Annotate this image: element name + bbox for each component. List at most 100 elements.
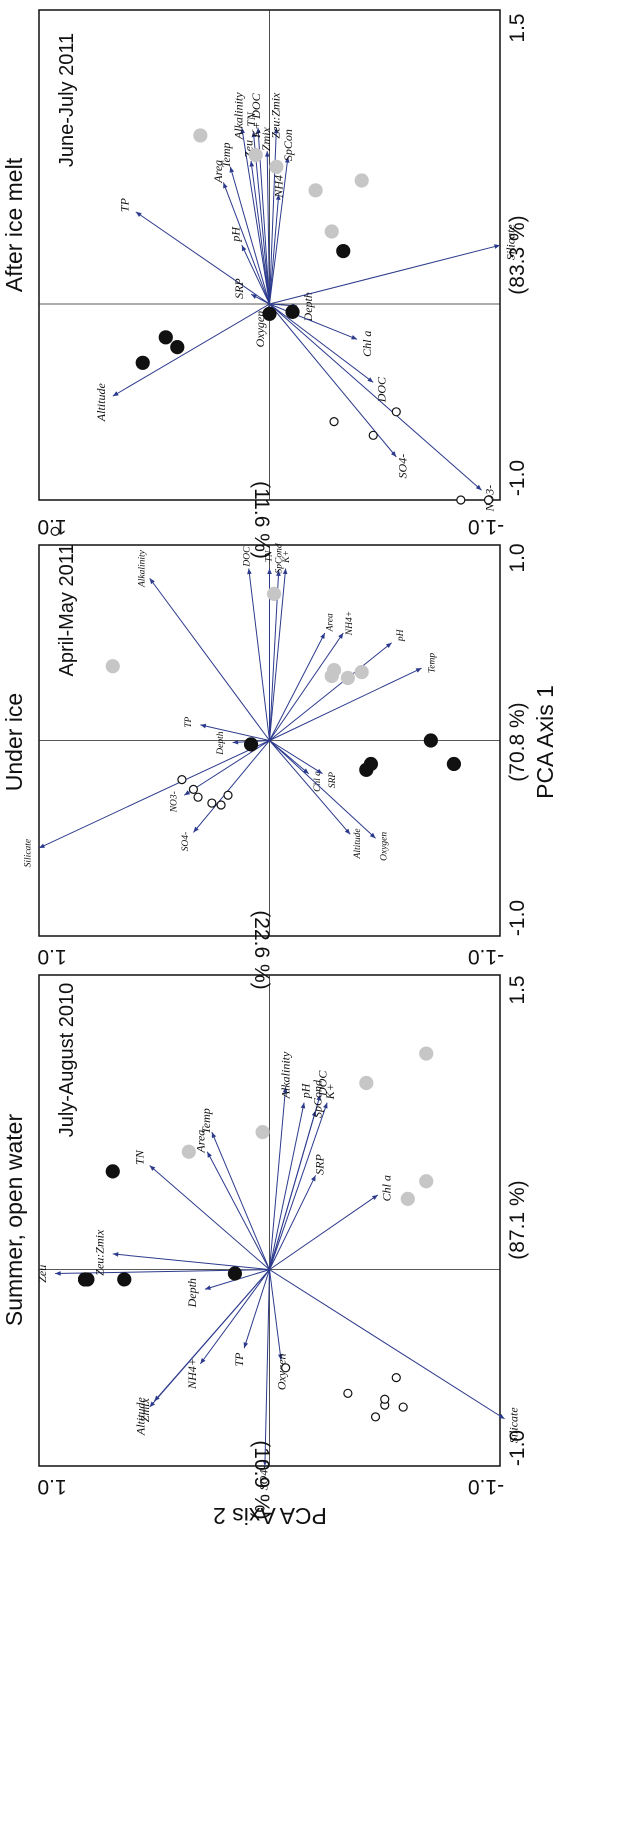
- vector-zmix: Zmix: [259, 126, 273, 305]
- vector-temp: Temp: [199, 1108, 270, 1270]
- vector-k-: K+: [269, 550, 292, 741]
- site-point-open: [343, 1388, 353, 1398]
- xtick-after-ice-max: 1.5: [506, 13, 529, 42]
- vector-tp: TP: [184, 716, 270, 741]
- site-point-black: [359, 762, 374, 777]
- vector-silicate: Silicate: [269, 224, 517, 305]
- vector-altitude: Altitude: [94, 303, 270, 423]
- vector-alkalinity: Alkalinity: [269, 1051, 292, 1270]
- vector-spcon: SpCon: [269, 129, 295, 305]
- site-point-black: [117, 1272, 132, 1287]
- site-point-grey: [340, 670, 355, 686]
- vector-altitude: Altitude: [134, 1269, 270, 1436]
- plot-area-under-ice: Alkalinity DOC TN K+SpCond Area NH4+ pH Temp TP D…: [23, 543, 500, 936]
- vector-area: Area: [269, 613, 335, 741]
- site-point-black: [423, 733, 438, 748]
- site-point-black: [135, 355, 150, 370]
- vector-label: NH4+: [345, 611, 355, 636]
- xtick-summer-max: 1.5: [506, 975, 529, 1004]
- vector-srp: SRP: [232, 278, 270, 305]
- vector-label: Chl a: [379, 1175, 393, 1201]
- vector-label: Altitude: [134, 1396, 148, 1436]
- site-point-grey: [267, 586, 282, 601]
- vector-label: NH4+: [185, 1358, 199, 1390]
- site-point-open: [380, 1394, 390, 1404]
- site-point-open: [329, 417, 339, 427]
- vector-chl-a: Chl a: [269, 1175, 393, 1271]
- axis1-variance-labels: (83.3 %) (70.8 %) (87.1 %): [506, 215, 529, 1259]
- vector-tp: TP: [232, 1269, 270, 1367]
- vector-temp: Temp: [219, 142, 270, 305]
- site-point-black: [158, 330, 173, 345]
- vector-chl-a: Chl a: [269, 303, 374, 357]
- ylabel-summer: (10.9 %): [250, 1440, 273, 1519]
- vector-label: pH: [298, 1082, 312, 1099]
- vector-label: Area: [325, 613, 335, 632]
- vector-depth: Depth: [185, 1269, 270, 1308]
- vector-ph: pH: [269, 1082, 312, 1270]
- vector-label: DOC: [243, 546, 253, 568]
- vector-label: DOC: [315, 1070, 329, 1097]
- vector-oxygen: Oxygen: [269, 740, 390, 861]
- vector-so4-: SO4-: [256, 1269, 270, 1491]
- vector-label: SRP: [328, 772, 338, 789]
- xtick-under-ice-min: -1.0: [506, 900, 529, 936]
- site-point-grey: [193, 128, 208, 143]
- site-point-black: [105, 1164, 120, 1179]
- vector-silicate: Silicate: [269, 1269, 520, 1443]
- xlabel-summer: (87.1 %): [506, 1180, 529, 1259]
- vector-silicate: Silicate: [23, 740, 270, 867]
- xtick-under-ice-max: 1.0: [506, 543, 529, 572]
- vector-label: Depth: [301, 292, 315, 322]
- vector-label: TN: [132, 1149, 146, 1165]
- x-tick-labels: -1.0 1.5 -1.0 1.0 -1.0 1.5: [506, 13, 529, 1466]
- ylabel-after-ice: (11.6 %): [250, 481, 273, 559]
- ylabel-under-ice: (22.6 %): [250, 910, 273, 989]
- site-point-grey: [359, 1075, 374, 1091]
- vector-label: Zeu: [35, 1265, 49, 1283]
- period-labels: June-July 2011 April-May 2011 July-Augus…: [56, 33, 78, 1137]
- panel-title-summer: Summer, open water: [1, 1114, 27, 1327]
- vector-label: Area: [193, 1130, 207, 1154]
- vector-label: Oxygen: [380, 832, 390, 861]
- vector-label: SO4-: [181, 832, 191, 852]
- vector-zmix: Zmix: [138, 1269, 270, 1423]
- site-point-open: [398, 1402, 408, 1412]
- site-point-open: [281, 1363, 291, 1373]
- vector-alkalinity: Alkalinity: [232, 92, 270, 305]
- site-point-open: [391, 1373, 401, 1383]
- site-point-grey: [419, 1046, 434, 1061]
- vector-label: Zeu:Zmix: [93, 1229, 107, 1276]
- site-point-black: [336, 243, 351, 259]
- y-axis-title-main: PCA Axis 2: [213, 1503, 327, 1529]
- site-point-grey: [324, 668, 339, 684]
- vector-label: Altitude: [94, 383, 108, 423]
- site-point-black: [243, 737, 259, 752]
- vector-label: Depth: [216, 731, 226, 755]
- vector-label: SpCon: [281, 129, 295, 161]
- site-point-grey: [400, 1191, 415, 1206]
- vector-label: SpCond: [311, 1079, 325, 1118]
- vector-spcond: SpCond: [269, 543, 285, 741]
- vector-nh4-: NH4+: [269, 611, 355, 741]
- site-point-grey: [181, 1144, 196, 1159]
- vector-so4-: SO4-: [269, 303, 410, 478]
- panel-titles: After ice melt Under ice Summer, open wa…: [1, 157, 27, 1326]
- vector-label: Temp: [428, 653, 438, 673]
- site-point-black: [285, 304, 300, 319]
- site-point-open: [50, 526, 60, 536]
- vector-label: SO4-: [256, 1466, 270, 1491]
- site-point-black: [446, 756, 461, 772]
- ytick-after-ice-max: 1.0: [37, 515, 66, 538]
- site-point-grey: [324, 224, 339, 239]
- vector-tn: TN: [132, 1149, 270, 1270]
- vector-srp: SRP: [269, 1154, 327, 1270]
- vector-label: Zmix: [138, 1398, 152, 1423]
- vector-label: TP: [118, 197, 132, 212]
- y-tick-labels: 1.0 -1.0 1.0 -1.0 1.0 -1.0: [37, 515, 504, 1498]
